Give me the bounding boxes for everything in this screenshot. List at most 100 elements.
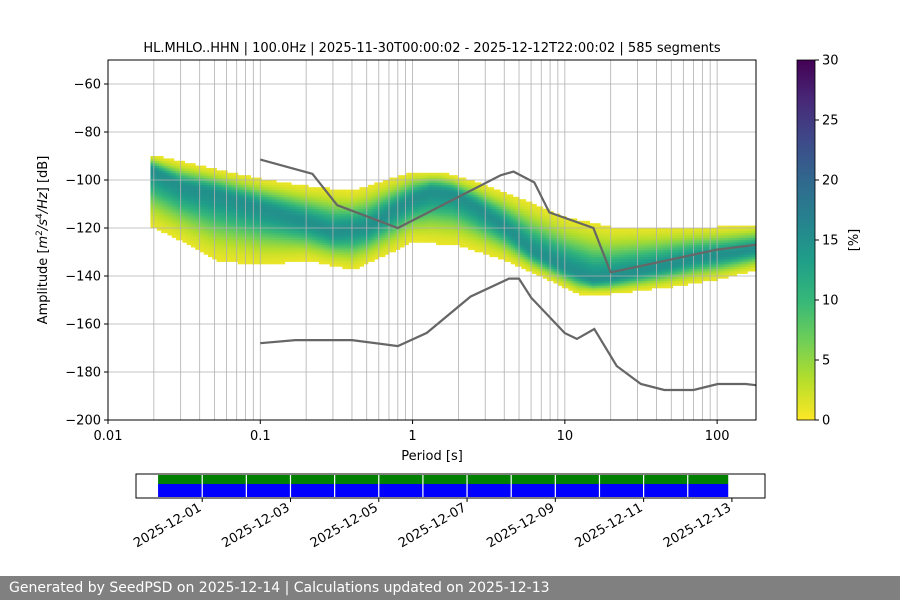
- heat-cell: [237, 208, 241, 212]
- heat-cell: [165, 206, 168, 210]
- heat-cell: [274, 216, 277, 219]
- heat-cell: [312, 211, 316, 214]
- heat-cell: [222, 218, 226, 222]
- heat-cell: [220, 247, 224, 250]
- heat-cell: [156, 160, 160, 164]
- heat-cell: [444, 184, 448, 188]
- heat-cell: [376, 216, 379, 219]
- heat-cell: [338, 247, 341, 250]
- heat-cell: [393, 189, 397, 193]
- heat-cell: [391, 216, 394, 219]
- heat-cell: [265, 249, 269, 253]
- heat-cell: [246, 199, 249, 202]
- heat-cell: [427, 208, 431, 212]
- heat-cell: [468, 237, 471, 241]
- heat-cell: [303, 244, 307, 248]
- heat-cell: [412, 189, 416, 193]
- heat-cell: [297, 201, 301, 205]
- heat-cell: [195, 225, 198, 229]
- heat-cell: [242, 204, 245, 207]
- heat-cell: [370, 237, 373, 241]
- heat-cell: [367, 259, 371, 262]
- heat-cell: [382, 204, 386, 207]
- heat-cell: [408, 230, 411, 234]
- heat-cell: [188, 230, 192, 234]
- heat-cell: [303, 204, 307, 207]
- heat-cell: [267, 187, 271, 190]
- heat-cell: [316, 223, 320, 226]
- heat-cell: [222, 211, 226, 214]
- heat-cell: [184, 194, 188, 198]
- heat-cell: [239, 199, 243, 202]
- heat-cell: [310, 216, 313, 219]
- heat-cell: [167, 216, 171, 219]
- heat-cell: [325, 194, 328, 198]
- heat-cell: [156, 194, 160, 198]
- heat-cell: [453, 232, 456, 236]
- heat-cell: [193, 172, 196, 176]
- heat-cell: [363, 230, 367, 234]
- heat-cell: [261, 244, 264, 248]
- heat-cell: [372, 235, 375, 238]
- heat-cell: [312, 204, 316, 207]
- heat-cell: [338, 218, 341, 222]
- heat-cell: [291, 237, 294, 241]
- heat-cell: [427, 223, 431, 226]
- heat-cell: [414, 211, 418, 214]
- heat-cell: [402, 175, 405, 178]
- heat-cell: [380, 218, 384, 222]
- heat-cell: [231, 211, 234, 214]
- heat-cell: [195, 213, 198, 217]
- heat-cell: [465, 204, 469, 207]
- heat-cell: [323, 206, 326, 210]
- heat-cell: [295, 220, 298, 224]
- heat-cell: [254, 259, 258, 262]
- heat-cell: [220, 208, 224, 212]
- heat-cell: [261, 237, 264, 241]
- heat-cell: [286, 240, 290, 243]
- heat-cell: [250, 206, 254, 210]
- heat-cell: [257, 177, 260, 181]
- heat-cell: [239, 230, 243, 234]
- heat-cell: [246, 192, 249, 195]
- heat-cell: [169, 204, 173, 207]
- heat-cell: [438, 177, 441, 181]
- heat-cell: [222, 220, 226, 224]
- heat-cell: [205, 170, 209, 174]
- heat-cell: [448, 213, 452, 217]
- heat-cell: [248, 237, 252, 241]
- heat-cell: [269, 247, 273, 250]
- heat-cell: [233, 225, 237, 229]
- heat-cell: [312, 235, 316, 238]
- heat-cell: [173, 225, 177, 229]
- heat-cell: [391, 201, 394, 205]
- heat-cell: [163, 213, 166, 217]
- heat-cell: [438, 199, 441, 202]
- heat-cell: [316, 230, 320, 234]
- heat-cell: [303, 189, 307, 193]
- heat-cell: [382, 237, 386, 241]
- heat-cell: [250, 247, 254, 250]
- heat-cell: [165, 211, 168, 214]
- heat-cell: [384, 213, 388, 217]
- heat-cell: [271, 247, 275, 250]
- heat-cell: [376, 256, 379, 260]
- heat-cell: [429, 220, 433, 224]
- heat-cell: [231, 249, 234, 253]
- heat-cell: [197, 213, 200, 217]
- heat-cell: [220, 170, 224, 174]
- heat-cell: [210, 184, 213, 188]
- heat-cell: [297, 211, 301, 214]
- heat-cell: [382, 247, 386, 250]
- heat-cell: [158, 170, 162, 174]
- heat-cell: [301, 228, 305, 231]
- heat-cell: [387, 189, 390, 193]
- heat-cell: [434, 196, 437, 200]
- heat-cell: [267, 208, 271, 212]
- heat-cell: [323, 199, 326, 202]
- heat-cell: [186, 201, 190, 205]
- heat-cell: [444, 189, 448, 193]
- heat-cell: [431, 201, 435, 205]
- heat-cell: [180, 218, 183, 222]
- heat-cell: [410, 208, 414, 212]
